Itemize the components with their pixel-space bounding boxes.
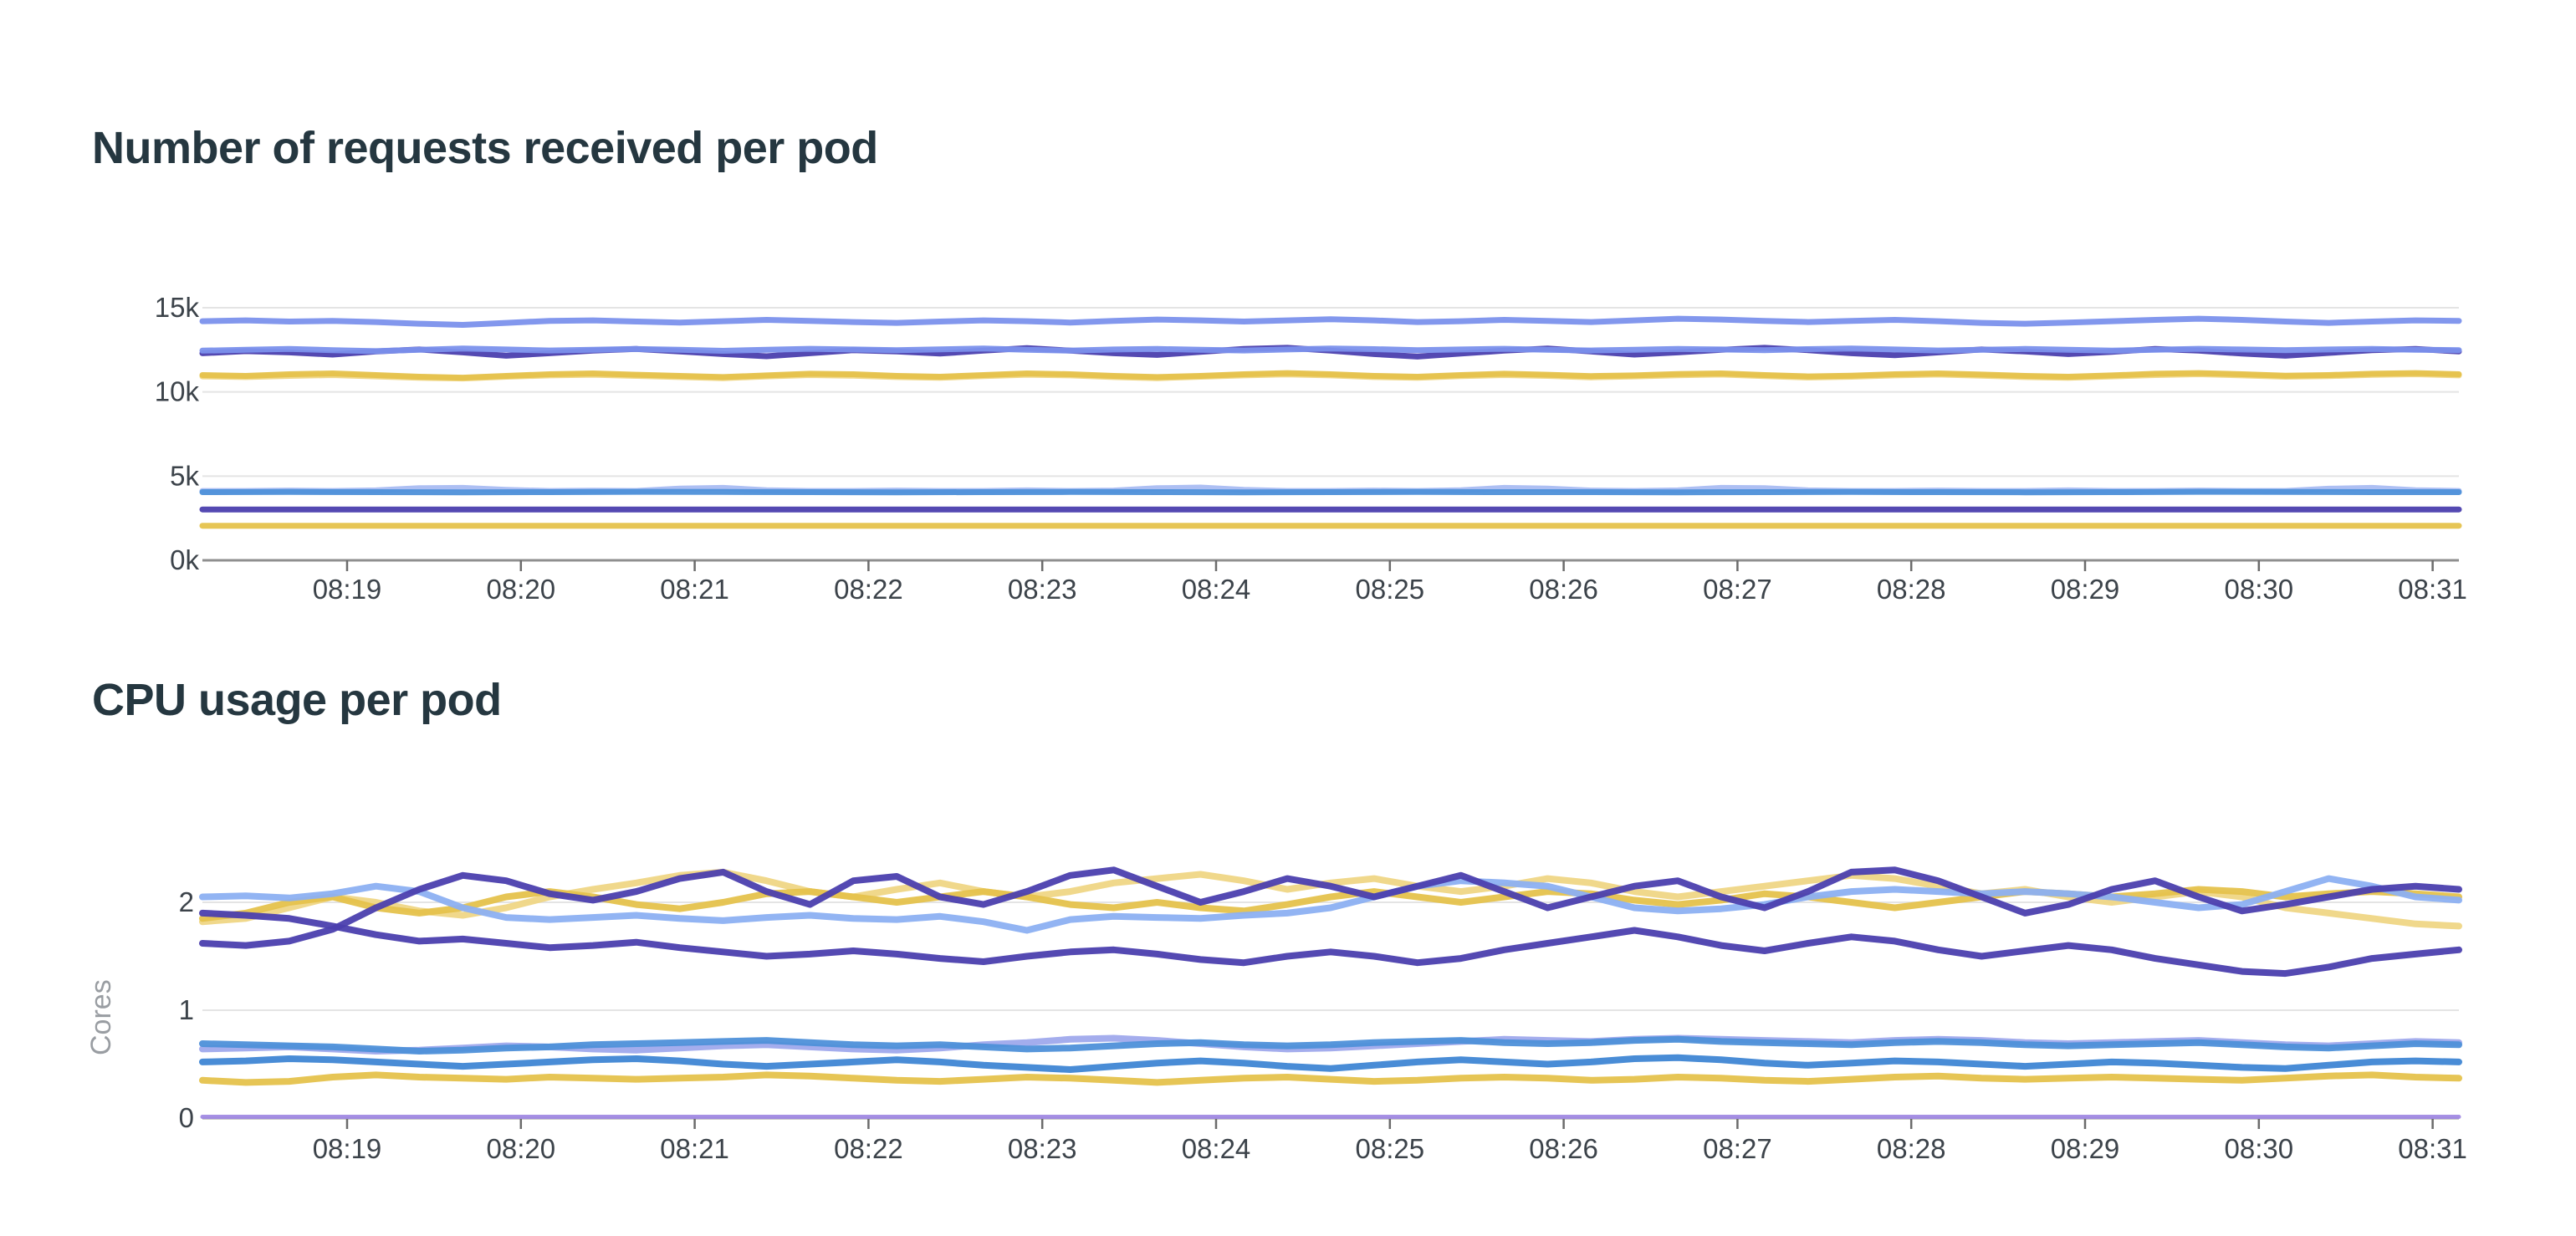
x-tick-label: 08:25 <box>1356 574 1425 605</box>
x-tick-label: 08:21 <box>660 1133 729 1164</box>
x-tick-label: 08:28 <box>1877 574 1946 605</box>
series-line-series-4 <box>199 370 2462 381</box>
y-tick-label: 0k <box>170 544 199 575</box>
series-line-series-1 <box>199 875 2462 934</box>
series-line-series-4 <box>199 866 2462 949</box>
x-tick-label: 08:21 <box>660 574 729 605</box>
cpu-chart-plot[interactable]: 2 1 0 08:19 08:20 08:21 08:22 08:23 08:24 08:25 08… <box>179 866 2467 1164</box>
series-line-series-7 <box>199 488 2462 496</box>
y-tick-label: 15k <box>155 292 200 323</box>
series-line-series-9 <box>199 1071 2462 1086</box>
y-tick-label: 10k <box>155 376 200 407</box>
x-tick-label: 08:19 <box>313 574 382 605</box>
series-line-series-1 <box>199 315 2462 328</box>
series-line-series-2 <box>199 345 2462 355</box>
requests-chart-title: Number of requests received per pod <box>92 123 878 173</box>
x-tick-label: 08:22 <box>834 574 903 605</box>
x-tick-label: 08:29 <box>2051 1133 2120 1164</box>
series-line-series-7 <box>199 1054 2462 1073</box>
x-tick-label: 08:20 <box>487 1133 556 1164</box>
y-tick-label: 5k <box>170 460 199 491</box>
x-tick-label: 08:29 <box>2051 574 2120 605</box>
x-tick-label: 08:27 <box>1703 1133 1772 1164</box>
requests-chart-plot[interactable]: 15k 10k 5k 0k 08:19 08:20 08:21 08:22 08:23 08:24… <box>155 292 2467 605</box>
x-tick-label: 08:28 <box>1877 1133 1946 1164</box>
x-tick-label: 08:30 <box>2225 1133 2294 1164</box>
cpu-chart-title: CPU usage per pod <box>92 675 502 725</box>
x-tick-label: 08:24 <box>1182 1133 1251 1164</box>
x-tick-label: 08:26 <box>1529 1133 1598 1164</box>
y-tick-label: 1 <box>179 994 194 1025</box>
x-tick-label: 08:24 <box>1182 574 1251 605</box>
x-tick-label: 08:23 <box>1008 1133 1077 1164</box>
x-tick-label: 08:31 <box>2398 1133 2467 1164</box>
x-tick-label: 08:19 <box>313 1133 382 1164</box>
x-tick-label: 08:30 <box>2225 574 2294 605</box>
x-tick-label: 08:26 <box>1529 574 1598 605</box>
x-tick-label: 08:22 <box>834 1133 903 1164</box>
y-tick-label: 2 <box>179 886 194 917</box>
x-tick-label: 08:31 <box>2398 574 2467 605</box>
x-tick-label: 08:23 <box>1008 574 1077 605</box>
x-tick-label: 08:25 <box>1356 1133 1425 1164</box>
x-tick-label: 08:27 <box>1703 574 1772 605</box>
series-line-series-6 <box>199 1035 2462 1055</box>
y-tick-label: 0 <box>179 1102 194 1133</box>
series-line-series-5 <box>199 909 2462 978</box>
x-tick-label: 08:20 <box>487 574 556 605</box>
